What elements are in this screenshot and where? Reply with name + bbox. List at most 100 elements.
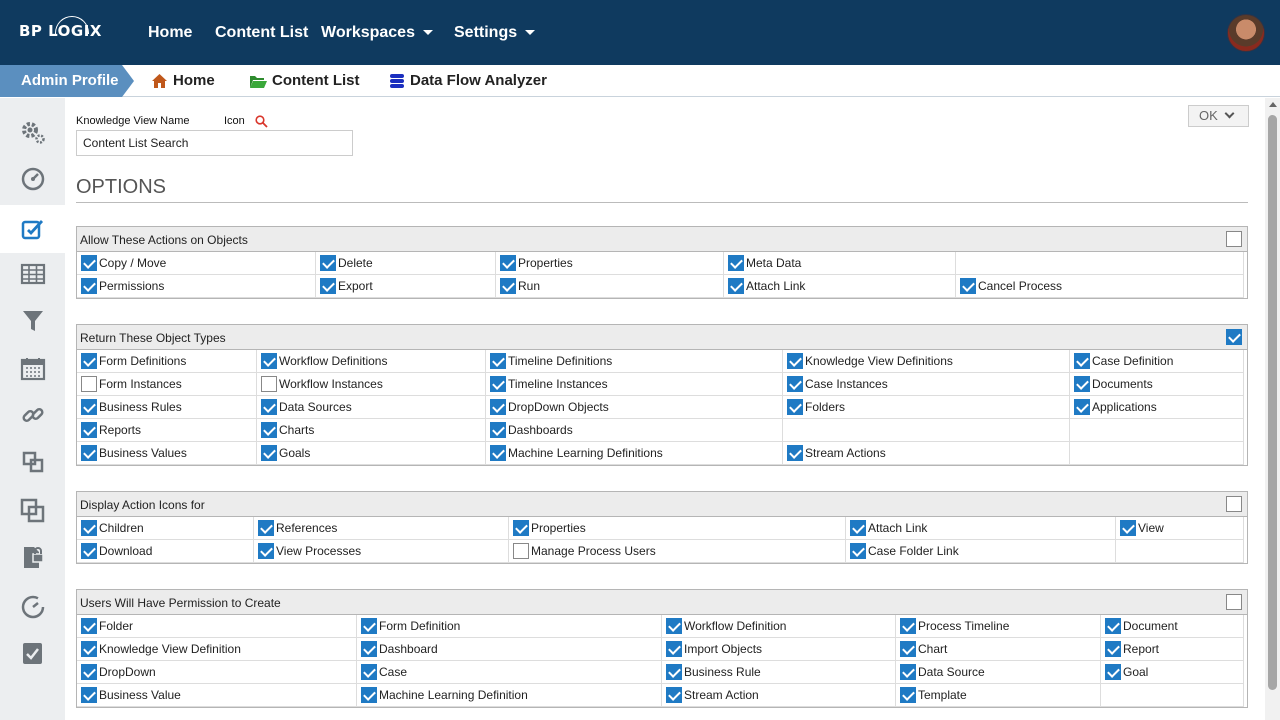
sidebar-item-settings[interactable] bbox=[0, 108, 65, 156]
sidebar-item-dashboard[interactable] bbox=[0, 155, 65, 203]
option-checkbox[interactable] bbox=[258, 543, 274, 559]
option-checkbox[interactable] bbox=[81, 422, 97, 438]
option-item[interactable]: Form Definitions bbox=[77, 350, 257, 373]
sidebar-item-knowledge-view[interactable] bbox=[0, 205, 65, 253]
option-checkbox[interactable] bbox=[728, 278, 744, 294]
option-item[interactable]: References bbox=[254, 517, 509, 540]
option-checkbox[interactable] bbox=[81, 687, 97, 703]
option-checkbox[interactable] bbox=[320, 278, 336, 294]
option-item[interactable]: Attach Link bbox=[724, 275, 956, 298]
option-checkbox[interactable] bbox=[490, 399, 506, 415]
option-item[interactable]: Data Sources bbox=[257, 396, 486, 419]
option-item[interactable]: Stream Action bbox=[662, 684, 896, 707]
option-checkbox[interactable] bbox=[1105, 618, 1121, 634]
option-item[interactable]: Run bbox=[496, 275, 724, 298]
option-checkbox[interactable] bbox=[900, 687, 916, 703]
option-item[interactable]: Report bbox=[1101, 638, 1244, 661]
option-checkbox[interactable] bbox=[1105, 641, 1121, 657]
select-all-checkbox[interactable] bbox=[1226, 329, 1242, 345]
option-item[interactable]: Documents bbox=[1070, 373, 1244, 396]
option-checkbox[interactable] bbox=[490, 353, 506, 369]
option-item[interactable]: View bbox=[1116, 517, 1244, 540]
option-checkbox[interactable] bbox=[81, 376, 97, 392]
option-item[interactable]: Machine Learning Definition bbox=[357, 684, 662, 707]
option-item[interactable]: Chart bbox=[896, 638, 1101, 661]
bp-logix-logo[interactable]: BP LOGIX bbox=[19, 16, 102, 40]
crumb-data-flow-analyzer[interactable]: Data Flow Analyzer bbox=[389, 72, 547, 89]
scroll-up-arrow-icon[interactable] bbox=[1269, 102, 1277, 107]
option-item[interactable]: Machine Learning Definitions bbox=[486, 442, 783, 465]
option-item[interactable]: View Processes bbox=[254, 540, 509, 563]
option-checkbox[interactable] bbox=[81, 399, 97, 415]
option-checkbox[interactable] bbox=[960, 278, 976, 294]
option-checkbox[interactable] bbox=[513, 543, 529, 559]
option-checkbox[interactable] bbox=[500, 278, 516, 294]
option-checkbox[interactable] bbox=[258, 520, 274, 536]
option-checkbox[interactable] bbox=[787, 376, 803, 392]
option-checkbox[interactable] bbox=[490, 422, 506, 438]
option-checkbox[interactable] bbox=[81, 278, 97, 294]
option-item[interactable]: Cancel Process bbox=[956, 275, 1244, 298]
option-checkbox[interactable] bbox=[666, 664, 682, 680]
option-item[interactable]: Workflow Definition bbox=[662, 615, 896, 638]
option-item[interactable]: DropDown bbox=[77, 661, 357, 684]
option-checkbox[interactable] bbox=[361, 641, 377, 657]
option-checkbox[interactable] bbox=[900, 641, 916, 657]
sidebar-item-calendar[interactable] bbox=[0, 345, 65, 393]
sidebar-item-history[interactable] bbox=[0, 583, 65, 631]
user-avatar[interactable] bbox=[1227, 14, 1265, 52]
option-checkbox[interactable] bbox=[261, 376, 277, 392]
option-checkbox[interactable] bbox=[261, 422, 277, 438]
option-item[interactable]: Charts bbox=[257, 419, 486, 442]
option-checkbox[interactable] bbox=[900, 664, 916, 680]
option-checkbox[interactable] bbox=[81, 353, 97, 369]
option-checkbox[interactable] bbox=[900, 618, 916, 634]
option-item[interactable]: Form Instances bbox=[77, 373, 257, 396]
option-item[interactable]: Folders bbox=[783, 396, 1070, 419]
option-item[interactable]: Properties bbox=[496, 252, 724, 275]
crumb-home[interactable]: Home bbox=[151, 72, 215, 89]
option-checkbox[interactable] bbox=[81, 618, 97, 634]
sidebar-item-file-lock[interactable] bbox=[0, 533, 65, 581]
option-item[interactable]: Case Definition bbox=[1070, 350, 1244, 373]
option-item[interactable]: Delete bbox=[316, 252, 496, 275]
option-checkbox[interactable] bbox=[81, 641, 97, 657]
option-item[interactable]: Goals bbox=[257, 442, 486, 465]
search-icon[interactable] bbox=[255, 115, 268, 128]
option-item[interactable]: Business Value bbox=[77, 684, 357, 707]
option-checkbox[interactable] bbox=[787, 445, 803, 461]
option-checkbox[interactable] bbox=[81, 543, 97, 559]
option-checkbox[interactable] bbox=[666, 687, 682, 703]
option-item[interactable]: Workflow Instances bbox=[257, 373, 486, 396]
option-item[interactable]: Knowledge View Definition bbox=[77, 638, 357, 661]
option-item[interactable]: Download bbox=[77, 540, 254, 563]
option-item[interactable]: Business Rules bbox=[77, 396, 257, 419]
option-item[interactable]: Timeline Definitions bbox=[486, 350, 783, 373]
option-item[interactable]: Attach Link bbox=[846, 517, 1116, 540]
select-all-checkbox[interactable] bbox=[1226, 496, 1242, 512]
admin-profile-crumb[interactable]: Admin Profile bbox=[0, 65, 134, 97]
sidebar-item-link[interactable] bbox=[0, 391, 65, 439]
option-item[interactable]: Applications bbox=[1070, 396, 1244, 419]
option-item[interactable]: Workflow Definitions bbox=[257, 350, 486, 373]
option-item[interactable]: Properties bbox=[509, 517, 846, 540]
option-checkbox[interactable] bbox=[81, 255, 97, 271]
option-checkbox[interactable] bbox=[500, 255, 516, 271]
option-item[interactable]: Dashboard bbox=[357, 638, 662, 661]
select-all-checkbox[interactable] bbox=[1226, 231, 1242, 247]
option-item[interactable]: Dashboards bbox=[486, 419, 783, 442]
option-item[interactable]: Goal bbox=[1101, 661, 1244, 684]
option-item[interactable]: Folder bbox=[77, 615, 357, 638]
option-checkbox[interactable] bbox=[81, 520, 97, 536]
nav-content-list-link[interactable]: Content List bbox=[215, 24, 308, 42]
option-item[interactable]: Import Objects bbox=[662, 638, 896, 661]
select-all-checkbox[interactable] bbox=[1226, 594, 1242, 610]
option-checkbox[interactable] bbox=[787, 353, 803, 369]
sidebar-item-copy[interactable] bbox=[0, 438, 65, 486]
option-item[interactable]: Children bbox=[77, 517, 254, 540]
option-checkbox[interactable] bbox=[1120, 520, 1136, 536]
option-item[interactable]: Copy / Move bbox=[77, 252, 316, 275]
option-item[interactable]: Knowledge View Definitions bbox=[783, 350, 1070, 373]
option-checkbox[interactable] bbox=[513, 520, 529, 536]
option-item[interactable]: Form Definition bbox=[357, 615, 662, 638]
